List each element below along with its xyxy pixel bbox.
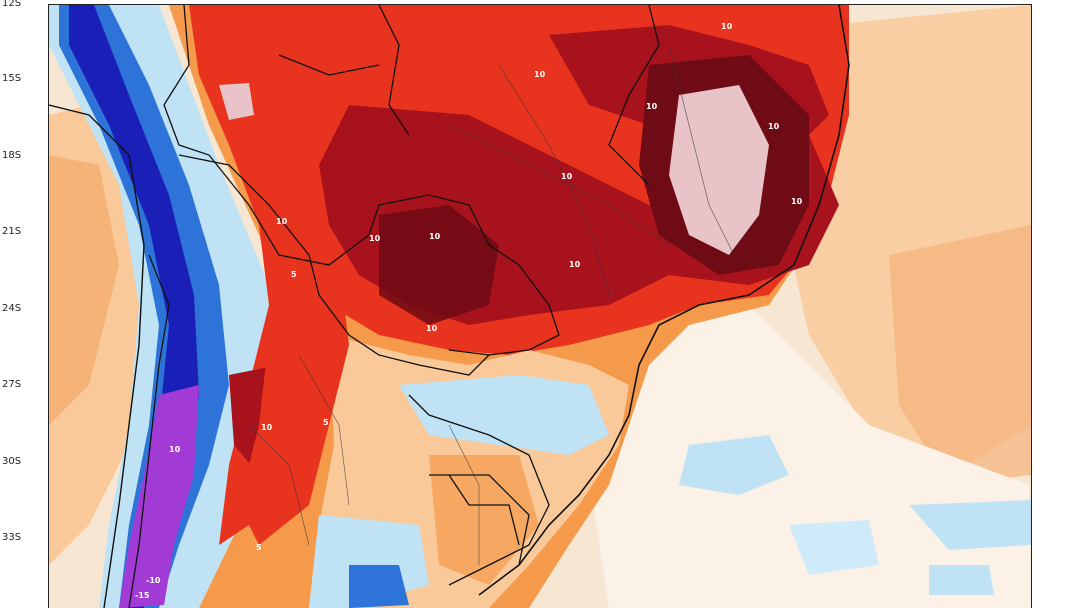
extreme-anomaly-region <box>219 83 254 120</box>
contour-label: -15 <box>135 591 150 600</box>
contour-label: 10 <box>169 445 181 454</box>
contour-label: 10 <box>426 324 438 333</box>
lat-label-21s: 21S <box>2 226 22 237</box>
contour-label: 10 <box>276 217 288 226</box>
contour-label: 10 <box>429 232 441 241</box>
contour-label: 10 <box>646 102 658 111</box>
southern-cool-region <box>399 375 609 455</box>
extreme-anomaly-region <box>669 85 769 255</box>
maroon-peak-region <box>379 205 499 325</box>
contour-label: 10 <box>561 172 573 181</box>
state-borders <box>248 44 740 565</box>
temperature-anomaly-map: 10 10 10 10 10 10 10 10 10 10 10 10 5 5 … <box>48 4 1032 608</box>
contour-label: 5 <box>323 418 329 427</box>
ocean-cool-patch <box>789 520 879 575</box>
lat-label-30s: 30S <box>2 456 22 467</box>
ocean-anomaly-patch <box>889 225 1031 485</box>
contour-labels: 10 10 10 10 10 10 10 10 10 10 10 10 5 5 … <box>135 22 803 600</box>
lat-label-33s: 33S <box>2 532 22 543</box>
contour-label: 10 <box>791 197 803 206</box>
ocean-cool-patch <box>929 565 994 595</box>
lat-label-27s: 27S <box>2 379 22 390</box>
atlantic-coastline <box>478 5 850 596</box>
ocean-cool-patch <box>909 500 1031 550</box>
ocean-neutral-area <box>589 305 1031 608</box>
ocean-cool-patch <box>679 435 789 495</box>
contour-label: 10 <box>721 22 733 31</box>
lat-label-15s: 15S <box>2 73 22 84</box>
contour-label: 10 <box>261 423 273 432</box>
country-borders <box>128 5 660 608</box>
argentina-warm-strip <box>239 265 349 545</box>
ocean-anomaly-patch <box>49 155 119 425</box>
southern-blue-spot <box>349 565 409 608</box>
contour-label: 10 <box>369 234 381 243</box>
contour-label: 10 <box>768 122 780 131</box>
pacific-coastline <box>49 104 145 608</box>
contour-label: 10 <box>534 70 546 79</box>
lat-label-24s: 24S <box>2 303 22 314</box>
map-canvas: 10 10 10 10 10 10 10 10 10 10 10 10 5 5 … <box>49 5 1031 608</box>
lat-label-18s: 18S <box>2 150 22 161</box>
contour-label: 5 <box>291 270 297 279</box>
contour-label: -10 <box>146 576 161 585</box>
southern-orange-area <box>429 455 539 585</box>
contour-label: 10 <box>569 260 581 269</box>
lat-label-12s: 12S <box>2 0 22 9</box>
contour-label: 5 <box>256 543 262 552</box>
andes-purple-region <box>119 385 199 608</box>
